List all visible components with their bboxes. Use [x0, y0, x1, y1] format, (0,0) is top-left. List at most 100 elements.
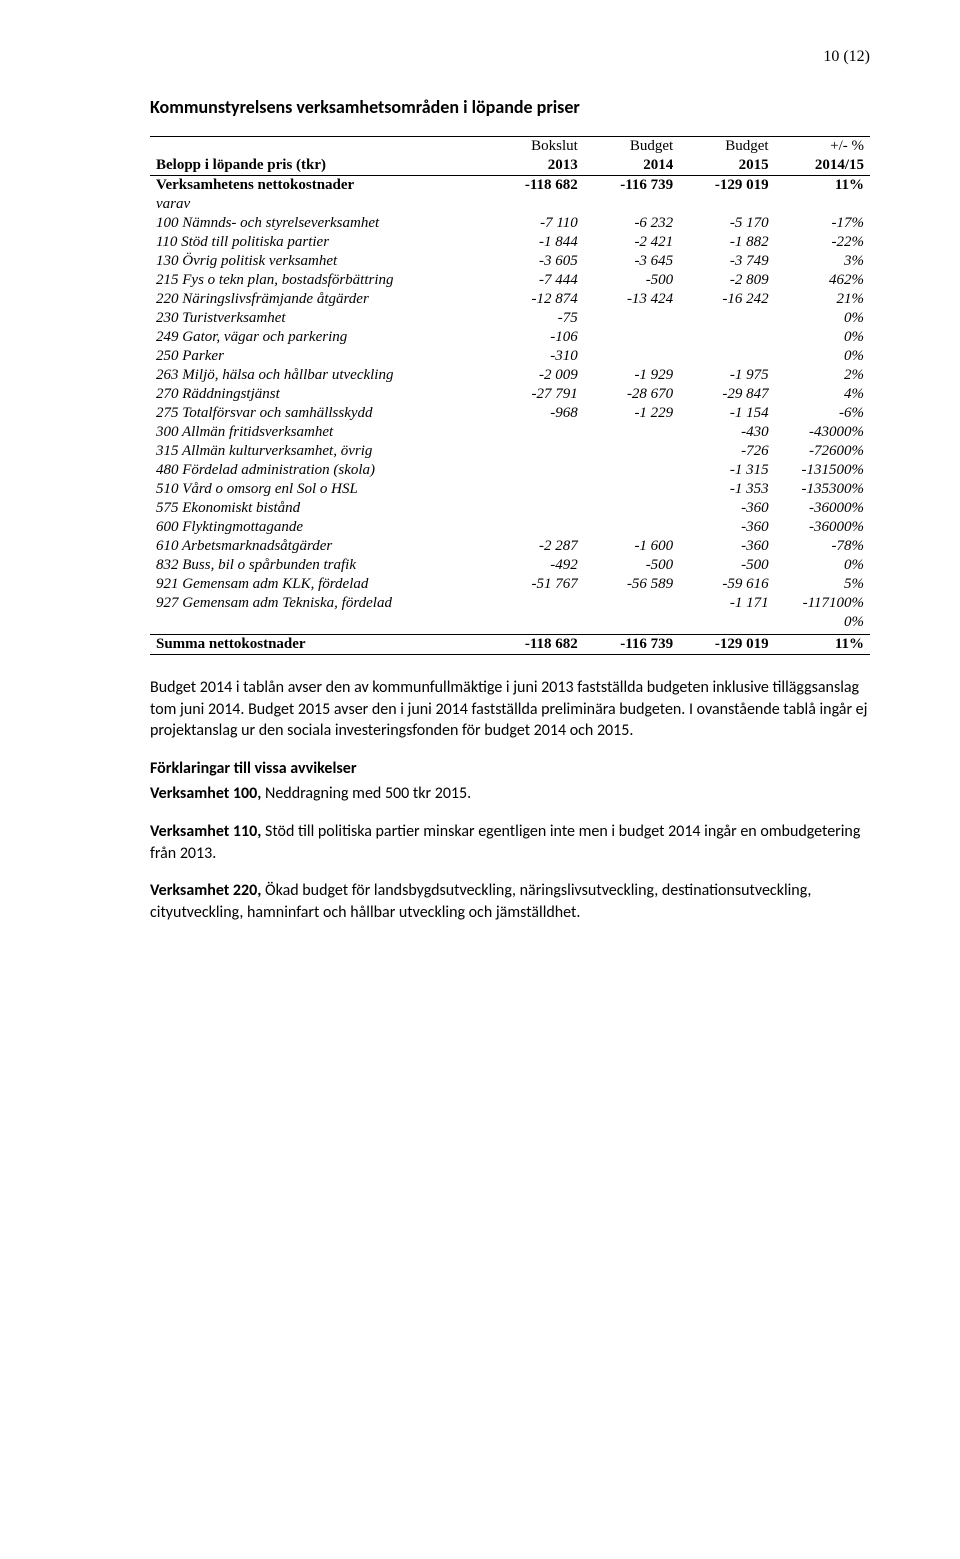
row-value: [488, 594, 583, 613]
row-value: -22%: [775, 233, 870, 252]
row-label: 927 Gemensam adm Tekniska, fördelad: [150, 594, 488, 613]
row-value: -13 424: [584, 290, 679, 309]
table-row: 250 Parker-3100%: [150, 347, 870, 366]
row-value: [584, 480, 679, 499]
row-value: -78%: [775, 537, 870, 556]
row-value: -28 670: [584, 385, 679, 404]
row-label: Summa nettokostnader: [150, 635, 488, 655]
row-value: 2014/15: [775, 156, 870, 176]
row-label: 100 Nämnds- och styrelseverksamhet: [150, 214, 488, 233]
row-value: -131500%: [775, 461, 870, 480]
budget-table: BokslutBudgetBudget+/- %Belopp i löpande…: [150, 136, 870, 655]
row-label: Belopp i löpande pris (tkr): [150, 156, 488, 176]
row-value: [584, 613, 679, 632]
row-value: -72600%: [775, 442, 870, 461]
row-value: -968: [488, 404, 583, 423]
table-row: 927 Gemensam adm Tekniska, fördelad -1 17…: [150, 594, 870, 613]
table-row: 275 Totalförsvar och samhällsskydd-968-1…: [150, 404, 870, 423]
row-value: -1 844: [488, 233, 583, 252]
row-value: [584, 499, 679, 518]
row-value: -1 229: [584, 404, 679, 423]
table-row: 100 Nämnds- och styrelseverksamhet-7 110…: [150, 214, 870, 233]
table-row: Summa nettokostnader-118 682-116 739-129…: [150, 635, 870, 655]
table-row: 215 Fys o tekn plan, bostadsförbättring-…: [150, 271, 870, 290]
row-value: [584, 442, 679, 461]
row-value: [488, 195, 583, 214]
table-row: 610 Arbetsmarknadsåtgärder-2 287-1 600-3…: [150, 537, 870, 556]
row-label: 921 Gemensam adm KLK, fördelad: [150, 575, 488, 594]
row-value: -106: [488, 328, 583, 347]
row-value: 21%: [775, 290, 870, 309]
row-value: [584, 309, 679, 328]
row-value: Bokslut: [488, 137, 583, 157]
table-row: Belopp i löpande pris (tkr)2013201420152…: [150, 156, 870, 176]
row-value: 2013: [488, 156, 583, 176]
table-row: 220 Näringslivsfrämjande åtgärder-12 874…: [150, 290, 870, 309]
row-value: -56 589: [584, 575, 679, 594]
row-value: 0%: [775, 556, 870, 575]
row-value: 3%: [775, 252, 870, 271]
row-value: 2014: [584, 156, 679, 176]
row-value: -492: [488, 556, 583, 575]
row-label: 230 Turistverksamhet: [150, 309, 488, 328]
row-value: -6%: [775, 404, 870, 423]
row-value: -310: [488, 347, 583, 366]
row-value: -17%: [775, 214, 870, 233]
page-number: 10 (12): [150, 48, 870, 66]
row-label: 270 Räddningstjänst: [150, 385, 488, 404]
note-220-prefix: Verksamhet 220,: [150, 881, 261, 900]
row-value: -118 682: [488, 176, 583, 196]
row-label: [150, 137, 488, 157]
row-value: -1 882: [679, 233, 774, 252]
row-value: -1 315: [679, 461, 774, 480]
row-value: -7 110: [488, 214, 583, 233]
row-value: 0%: [775, 328, 870, 347]
row-value: [584, 328, 679, 347]
row-value: -27 791: [488, 385, 583, 404]
row-value: -1 929: [584, 366, 679, 385]
row-value: 2015: [679, 156, 774, 176]
row-value: [488, 480, 583, 499]
table-row: 480 Fördelad administration (skola)-1 31…: [150, 461, 870, 480]
row-label: 110 Stöd till politiska partier: [150, 233, 488, 252]
row-value: [488, 423, 583, 442]
row-value: -1 154: [679, 404, 774, 423]
row-value: -2 421: [584, 233, 679, 252]
row-value: -118 682: [488, 635, 583, 655]
row-value: 0%: [775, 613, 870, 632]
row-value: -3 605: [488, 252, 583, 271]
row-value: -430: [679, 423, 774, 442]
row-value: -1 600: [584, 537, 679, 556]
row-label: 610 Arbetsmarknadsåtgärder: [150, 537, 488, 556]
table-row: 249 Gator, vägar och parkering-1060%: [150, 328, 870, 347]
row-value: [584, 195, 679, 214]
row-value: -59 616: [679, 575, 774, 594]
row-value: -2 287: [488, 537, 583, 556]
row-value: [679, 347, 774, 366]
row-value: -116 739: [584, 176, 679, 196]
row-label: 832 Buss, bil o spårbunden trafik: [150, 556, 488, 575]
row-value: -129 019: [679, 635, 774, 655]
note-100-rest: Neddragning med 500 tkr 2015.: [261, 784, 471, 803]
row-value: [584, 423, 679, 442]
row-value: -2 809: [679, 271, 774, 290]
row-value: -75: [488, 309, 583, 328]
row-value: [775, 195, 870, 214]
row-value: -36000%: [775, 518, 870, 537]
table-row: 0%: [150, 613, 870, 632]
table-row: 315 Allmän kulturverksamhet, övrig-726-7…: [150, 442, 870, 461]
row-value: -500: [584, 556, 679, 575]
row-value: [679, 328, 774, 347]
row-value: +/- %: [775, 137, 870, 157]
row-value: -1 353: [679, 480, 774, 499]
row-value: -129 019: [679, 176, 774, 196]
row-value: -726: [679, 442, 774, 461]
table-row: 110 Stöd till politiska partier-1 844-2 …: [150, 233, 870, 252]
row-value: -1 171: [679, 594, 774, 613]
table-row: 130 Övrig politisk verksamhet-3 605-3 64…: [150, 252, 870, 271]
row-value: -360: [679, 518, 774, 537]
table-row: 510 Vård o omsorg enl Sol o HSL-1 353-13…: [150, 480, 870, 499]
row-value: [488, 518, 583, 537]
row-value: 0%: [775, 347, 870, 366]
note-110: Verksamhet 110, Stöd till politiska part…: [150, 821, 870, 864]
